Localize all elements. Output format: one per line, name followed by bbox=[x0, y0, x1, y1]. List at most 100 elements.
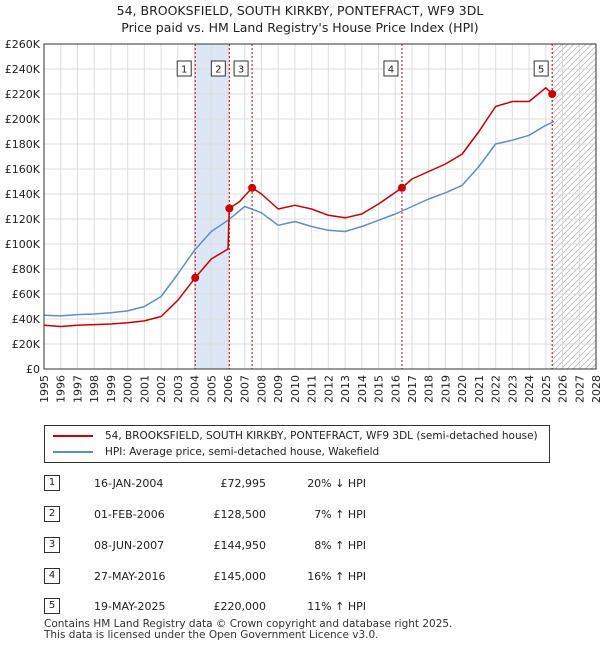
sale-date: 01-FEB-2006 bbox=[94, 508, 165, 521]
sale-point bbox=[548, 90, 557, 98]
x-tick-label: 2009 bbox=[272, 375, 285, 403]
sale-hpi-change: 16% ↑ HPI bbox=[307, 570, 366, 583]
y-tick-label: £240K bbox=[5, 63, 41, 76]
sale-label-box bbox=[383, 60, 399, 77]
sale-price: £145,000 bbox=[213, 570, 267, 583]
sale-label: 2 bbox=[215, 65, 221, 76]
y-tick-label: £160K bbox=[5, 163, 41, 176]
sale-label: 1 bbox=[181, 65, 187, 76]
x-tick-label: 2023 bbox=[506, 375, 519, 403]
x-tick-label: 2004 bbox=[189, 375, 202, 403]
sale-date: 08-JUN-2007 bbox=[94, 539, 165, 552]
x-tick-label: 2017 bbox=[406, 375, 419, 403]
footer-copyright: Contains HM Land Registry data © Crown c… bbox=[44, 618, 453, 630]
table-row: 3 08-JUN-2007 £144,950 8% ↑ HPI bbox=[44, 537, 564, 555]
x-tick-label: 2006 bbox=[222, 375, 235, 403]
legend-item-property: 54, BROOKSFIELD, SOUTH KIRKBY, PONTEFRAC… bbox=[53, 428, 538, 444]
sale-number: 5 bbox=[44, 598, 60, 614]
x-tick-label: 2001 bbox=[138, 375, 151, 403]
y-tick-label: £60K bbox=[12, 288, 41, 301]
legend-swatch-property bbox=[53, 435, 93, 437]
y-tick-label: £100K bbox=[5, 238, 41, 251]
legend-label-hpi: HPI: Average price, semi-detached house,… bbox=[105, 446, 380, 458]
x-tick-label: 2018 bbox=[423, 375, 436, 403]
x-tick-label: 2021 bbox=[473, 375, 486, 403]
x-tick-label: 2013 bbox=[339, 375, 352, 403]
sale-price: £144,950 bbox=[213, 539, 267, 552]
price-chart: 1 2 3 4 5 £0 £20K £40K £60K £80K £100K £120K £140K £1… bbox=[5, 38, 600, 403]
x-tick-label: 2019 bbox=[439, 375, 452, 403]
sale-point bbox=[191, 273, 200, 282]
title-subtitle: Price paid vs. HM Land Registry's House … bbox=[121, 20, 479, 35]
sale-hpi-change: 11% ↑ HPI bbox=[307, 600, 366, 613]
x-tick-label: 2011 bbox=[306, 375, 319, 403]
table-row: 1 16-JAN-2004 £72,995 20% ↓ HPI bbox=[44, 475, 564, 493]
y-tick-label: £200K bbox=[5, 113, 41, 126]
x-tick-label: 1999 bbox=[105, 375, 118, 403]
sale-date: 19-MAY-2025 bbox=[94, 600, 166, 613]
title-address: 54, BROOKSFIELD, SOUTH KIRKBY, PONTEFRAC… bbox=[116, 3, 484, 18]
y-tick-label: £220K bbox=[5, 88, 41, 101]
footer-licence: This data is licensed under the Open Gov… bbox=[44, 629, 379, 641]
x-tick-label: 2007 bbox=[239, 375, 252, 403]
y-tick-label: £20K bbox=[12, 338, 41, 351]
legend-item-hpi: HPI: Average price, semi-detached house,… bbox=[53, 444, 379, 460]
sale-price: £220,000 bbox=[213, 600, 267, 613]
sale-label-box bbox=[210, 60, 226, 77]
sale-hpi-change: 7% ↑ HPI bbox=[314, 508, 366, 521]
y-tick-label: £80K bbox=[12, 263, 41, 276]
series-line-hpi bbox=[43, 120, 555, 317]
y-tick-label: £40K bbox=[12, 313, 41, 326]
sale-hpi-change: 8% ↑ HPI bbox=[314, 539, 366, 552]
plot-area bbox=[44, 44, 596, 369]
x-tick-label: 2010 bbox=[289, 375, 302, 403]
sale-point bbox=[397, 183, 406, 192]
forecast-region bbox=[552, 44, 596, 369]
sale-label-box bbox=[533, 60, 549, 77]
y-tick-label: £180K bbox=[5, 138, 41, 151]
sale-date: 16-JAN-2004 bbox=[94, 477, 164, 490]
sale-label: 5 bbox=[538, 65, 544, 76]
plot-frame bbox=[43, 43, 597, 370]
sale-number: 2 bbox=[44, 506, 60, 522]
sale-price: £128,500 bbox=[213, 508, 267, 521]
x-tick-label: 2003 bbox=[172, 375, 185, 403]
sale-point bbox=[248, 183, 257, 192]
x-tick-label: 2014 bbox=[356, 375, 369, 403]
legend-label-property: 54, BROOKSFIELD, SOUTH KIRKBY, PONTEFRAC… bbox=[105, 430, 538, 442]
x-tick-label: 2002 bbox=[155, 375, 168, 403]
x-tick-label: 2022 bbox=[490, 375, 503, 403]
x-tick-label: 2024 bbox=[523, 375, 536, 403]
x-tick-label: 2012 bbox=[322, 375, 335, 403]
y-tick-label: £140K bbox=[5, 188, 41, 201]
legend-swatch-hpi bbox=[53, 451, 93, 453]
sale-number: 3 bbox=[44, 537, 60, 553]
y-tick-label: £0 bbox=[26, 363, 40, 376]
sale-date: 27-MAY-2016 bbox=[94, 570, 166, 583]
table-row: 5 19-MAY-2025 £220,000 11% ↑ HPI bbox=[44, 598, 564, 616]
x-tick-label: 1998 bbox=[88, 375, 101, 403]
sale-label: 3 bbox=[238, 65, 244, 76]
y-tick-label: £120K bbox=[5, 213, 41, 226]
x-tick-label: 2025 bbox=[540, 375, 553, 403]
sale-number: 4 bbox=[44, 568, 60, 584]
chart-legend: 54, BROOKSFIELD, SOUTH KIRKBY, PONTEFRAC… bbox=[44, 425, 550, 463]
sale-hpi-change: 20% ↓ HPI bbox=[307, 477, 366, 490]
x-tick-label: 2020 bbox=[456, 375, 469, 403]
x-tick-label: 2015 bbox=[373, 375, 386, 403]
x-tick-label: 1995 bbox=[38, 375, 51, 403]
sale-label-box bbox=[176, 60, 192, 77]
sale-label: 4 bbox=[388, 65, 394, 76]
sale-point bbox=[225, 204, 234, 213]
x-tick-label: 2028 bbox=[590, 375, 600, 403]
sale-label-box bbox=[233, 60, 249, 77]
x-tick-label: 1996 bbox=[55, 375, 68, 403]
x-tick-label: 2000 bbox=[122, 375, 135, 403]
footer-notice: Contains HM Land Registry data © Crown c… bbox=[44, 619, 452, 641]
x-tick-label: 1997 bbox=[71, 375, 84, 403]
y-tick-label: £260K bbox=[5, 38, 41, 51]
x-tick-label: 2026 bbox=[557, 375, 570, 403]
sale-number: 1 bbox=[44, 475, 60, 491]
x-tick-label: 2005 bbox=[205, 375, 218, 403]
series-line-property bbox=[43, 87, 553, 328]
